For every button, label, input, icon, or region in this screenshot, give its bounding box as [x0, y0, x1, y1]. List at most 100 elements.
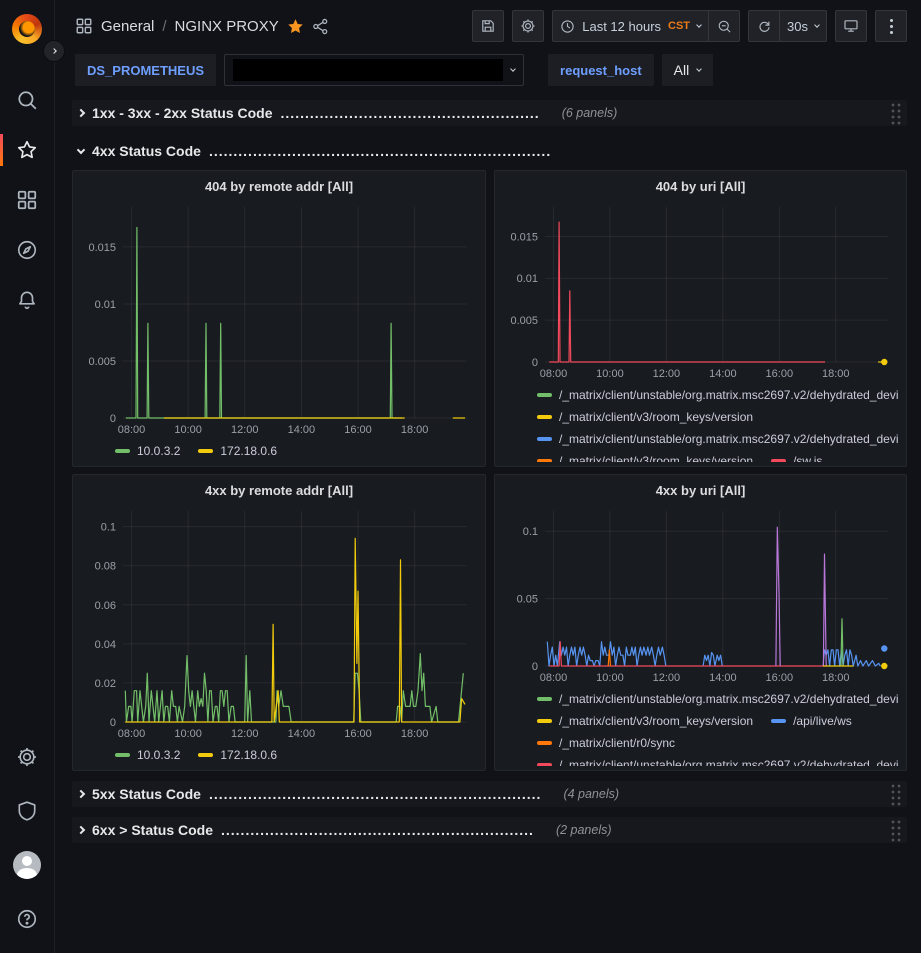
alerting-bell-icon: [16, 289, 38, 311]
time-series-chart[interactable]: 08:00 10:00 12:00 14:00 16:00 18:00 0 0.05 0.1: [503, 503, 898, 686]
sidebar-expand-button[interactable]: [43, 40, 65, 62]
legend-item[interactable]: /_matrix/client/r0/sync: [537, 736, 675, 750]
sidebar-item-alerting[interactable]: [0, 280, 54, 320]
panel-title[interactable]: 4xx by uri [All]: [655, 483, 746, 499]
legend-item[interactable]: /_matrix/client/v3/room_keys/version: [537, 714, 753, 728]
legend-item[interactable]: /_matrix/client/unstable/org.matrix.msc2…: [537, 692, 898, 706]
legend-item[interactable]: /_matrix/client/unstable/org.matrix.msc2…: [537, 432, 898, 446]
panel-4xx-by-uri: 4xx by uri [All] 08:00 10:00 12:00 14:00 16:…: [494, 474, 907, 771]
svg-text:0.08: 0.08: [95, 560, 116, 572]
svg-text:0.015: 0.015: [510, 231, 538, 243]
sidebar-item-server-admin[interactable]: [0, 791, 54, 831]
svg-text:0.02: 0.02: [95, 678, 116, 690]
tv-mode-button[interactable]: [835, 10, 867, 42]
svg-text:14:00: 14:00: [288, 728, 316, 740]
request-host-picker[interactable]: All: [661, 54, 714, 86]
refresh-button[interactable]: [748, 10, 781, 42]
svg-text:12:00: 12:00: [653, 672, 681, 684]
legend-item[interactable]: /_matrix/client/v3/room_keys/version: [537, 410, 753, 424]
legend-label: /_matrix/client/r0/sync: [559, 736, 676, 751]
legend-swatch: [198, 449, 214, 453]
row-5xx[interactable]: 5xx Status Code ........................…: [72, 781, 907, 807]
datasource-picker[interactable]: [224, 54, 525, 86]
svg-text:0.01: 0.01: [517, 273, 538, 285]
breadcrumb: General / NGINX PROXY: [75, 17, 329, 35]
legend-swatch: [537, 437, 552, 442]
svg-text:0.01: 0.01: [95, 299, 116, 311]
request-host-value: All: [673, 62, 690, 78]
sidebar-item-help[interactable]: [0, 899, 54, 939]
monitor-icon: [843, 18, 859, 34]
breadcrumb-section[interactable]: General: [101, 17, 155, 35]
sidebar-item-configuration[interactable]: [0, 737, 54, 777]
panel-title[interactable]: 404 by remote addr [All]: [204, 179, 354, 195]
chart-svg: 08:00 10:00 12:00 14:00 16:00 18:00 0 0.05 0.1: [517, 510, 888, 684]
legend-item[interactable]: /_matrix/client/unstable/org.matrix.msc2…: [537, 758, 898, 767]
sidebar-item-dashboards[interactable]: [0, 180, 54, 220]
dashboard-settings-button[interactable]: [512, 10, 545, 42]
request-host-variable-label: request_host: [548, 54, 654, 86]
chart-svg: 08:00 10:00 12:00 14:00 16:00 18:00 0 0.005 0.01…: [88, 206, 467, 436]
svg-text:10:00: 10:00: [174, 424, 202, 436]
legend-item[interactable]: 172.18.0.6: [198, 748, 277, 762]
row-drag-handle[interactable]: [890, 782, 901, 806]
row-panel-count: (2 panels): [555, 823, 612, 837]
svg-text:0: 0: [110, 717, 116, 729]
svg-text:0: 0: [532, 661, 538, 673]
panel-title[interactable]: 404 by uri [All]: [655, 179, 746, 195]
legend-item[interactable]: /api/live/ws: [771, 714, 852, 728]
row-title: 4xx Status Code: [92, 143, 201, 159]
svg-text:0: 0: [110, 413, 116, 425]
row-drag-handle[interactable]: [890, 818, 901, 842]
svg-text:08:00: 08:00: [118, 424, 146, 436]
sidebar-item-profile[interactable]: [0, 845, 54, 885]
refresh-interval-dropdown[interactable]: 30s: [779, 10, 827, 42]
legend-item[interactable]: 10.0.3.2: [115, 444, 180, 458]
legend-swatch: [771, 719, 787, 724]
panel-legend: 10.0.3.2 172.18.0.6: [81, 438, 477, 462]
gear-icon: [520, 18, 536, 34]
row-title-dots: ........................................…: [208, 143, 552, 159]
panel-title[interactable]: 4xx by remote addr [All]: [204, 483, 354, 499]
row-4xx[interactable]: 4xx Status Code ........................…: [72, 138, 907, 164]
legend-swatch: [537, 741, 552, 746]
row-drag-handle[interactable]: [890, 101, 901, 125]
save-dashboard-button[interactable]: [472, 10, 505, 42]
more-options-button[interactable]: [875, 10, 907, 42]
legend-item[interactable]: 10.0.3.2: [115, 748, 180, 762]
sidebar-item-starred[interactable]: [0, 130, 54, 170]
dashboard-title[interactable]: NGINX PROXY: [174, 17, 279, 35]
grafana-logo[interactable]: [12, 14, 42, 44]
legend-swatch: [537, 763, 552, 767]
legend-swatch: [537, 697, 552, 702]
zoom-out-time-button[interactable]: [708, 10, 741, 42]
svg-text:12:00: 12:00: [231, 728, 259, 740]
svg-text:16:00: 16:00: [344, 424, 372, 436]
svg-text:0.06: 0.06: [95, 600, 116, 612]
legend-item[interactable]: 172.18.0.6: [198, 444, 277, 458]
legend-item[interactable]: /_matrix/client/v3/room_keys/version: [537, 454, 753, 463]
row-1xx-3xx-2xx[interactable]: 1xx - 3xx - 2xx Status Code ............…: [72, 100, 907, 126]
panel-legend: /_matrix/client/unstable/org.matrix.msc2…: [503, 686, 898, 767]
star-icon: [16, 139, 38, 161]
sidebar-bottom-nav: [0, 737, 54, 953]
legend-item[interactable]: /sw.js: [771, 454, 822, 463]
svg-text:10:00: 10:00: [596, 368, 624, 380]
share-icon[interactable]: [312, 18, 329, 35]
sidebar-item-search[interactable]: [0, 80, 54, 120]
svg-text:18:00: 18:00: [822, 368, 850, 380]
row-6xx[interactable]: 6xx > Status Code ......................…: [72, 817, 907, 843]
sidebar-item-explore[interactable]: [0, 230, 54, 270]
panel-404-by-uri: 404 by uri [All] 08:00 10:00 12:00 14:00 16:…: [494, 170, 907, 467]
legend-item[interactable]: /_matrix/client/unstable/org.matrix.msc2…: [537, 388, 898, 402]
svg-text:10:00: 10:00: [174, 728, 202, 740]
time-series-chart[interactable]: 08:00 10:00 12:00 14:00 16:00 18:00 0 0.02 0.04 0…: [81, 503, 477, 742]
time-series-chart[interactable]: 08:00 10:00 12:00 14:00 16:00 18:00 0 0.005 0.01…: [81, 199, 477, 438]
time-series-chart[interactable]: 08:00 10:00 12:00 14:00 16:00 18:00 0 0.005 0.01…: [503, 199, 898, 382]
zoom-out-icon: [717, 19, 732, 34]
apps-grid-icon[interactable]: [75, 17, 93, 35]
svg-text:12:00: 12:00: [653, 368, 681, 380]
svg-text:0.015: 0.015: [88, 242, 116, 254]
favorite-star-icon[interactable]: [287, 18, 304, 35]
time-range-picker[interactable]: Last 12 hours CST: [552, 10, 710, 42]
